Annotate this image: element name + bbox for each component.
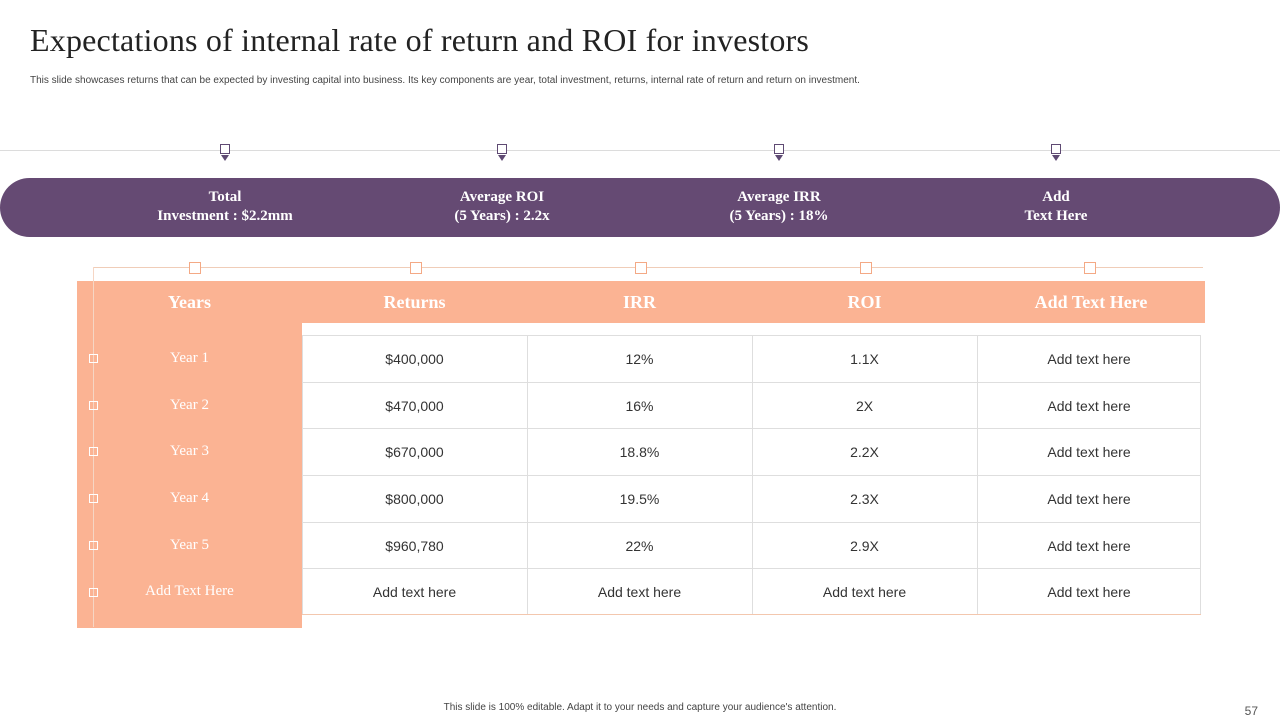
cell-irr: 19.5% <box>527 476 752 522</box>
cell-add-text: Add text here <box>977 569 1201 615</box>
marker-pin-icon <box>1051 144 1061 160</box>
header-roi: ROI <box>752 281 977 323</box>
connector-square-icon <box>189 262 201 274</box>
summary-average-irr: Average IRR (5 Years) : 18% <box>664 188 894 226</box>
slide-subtitle: This slide showcases returns that can be… <box>30 75 860 86</box>
year-label: Year 4 <box>77 475 302 522</box>
slide-title: Expectations of internal rate of return … <box>30 22 809 59</box>
cell-irr: 18.8% <box>527 429 752 475</box>
connector-square-icon <box>410 262 422 274</box>
summary-total-investment: Total Investment : $2.2mm <box>110 188 340 226</box>
slide-footer: This slide is 100% editable. Adapt it to… <box>0 702 1280 713</box>
header-years: Years <box>77 281 302 323</box>
cell-returns: $960,780 <box>302 523 527 569</box>
header-add-text: Add Text Here <box>977 281 1205 323</box>
cell-returns: $470,000 <box>302 383 527 429</box>
summary-average-roi: Average ROI (5 Years) : 2.2x <box>387 188 617 226</box>
cell-returns: $800,000 <box>302 476 527 522</box>
cell-returns: $670,000 <box>302 429 527 475</box>
header-irr: IRR <box>527 281 752 323</box>
header-returns: Returns <box>302 281 527 323</box>
year-label: Year 1 <box>77 335 302 382</box>
cell-add-text: Add text here <box>977 383 1201 429</box>
summary-band: Total Investment : $2.2mm Average ROI (5 Y… <box>0 178 1280 237</box>
cell-irr: Add text here <box>527 569 752 615</box>
cell-returns: $400,000 <box>302 336 527 382</box>
page-number: 57 <box>1245 704 1258 718</box>
marker-pin-icon <box>774 144 784 160</box>
cell-roi: 2.3X <box>752 476 977 522</box>
marker-pin-icon <box>220 144 230 160</box>
connector-square-icon <box>635 262 647 274</box>
cell-roi: 2.2X <box>752 429 977 475</box>
cell-irr: 12% <box>527 336 752 382</box>
summary-add-text: Add Text Here <box>941 188 1171 226</box>
cell-add-text: Add text here <box>977 336 1201 382</box>
year-label: Year 5 <box>77 522 302 569</box>
cell-roi: 1.1X <box>752 336 977 382</box>
cell-roi: Add text here <box>752 569 977 615</box>
cell-returns: Add text here <box>302 569 527 615</box>
year-label: Add Text Here <box>77 568 302 615</box>
cell-irr: 16% <box>527 383 752 429</box>
cell-add-text: Add text here <box>977 476 1201 522</box>
cell-roi: 2.9X <box>752 523 977 569</box>
cell-roi: 2X <box>752 383 977 429</box>
year-label: Year 2 <box>77 382 302 429</box>
connector-square-icon <box>1084 262 1096 274</box>
cell-irr: 22% <box>527 523 752 569</box>
year-label: Year 3 <box>77 428 302 475</box>
connector-square-icon <box>860 262 872 274</box>
connector-line <box>93 267 1203 268</box>
timeline-line <box>0 150 1280 151</box>
marker-pin-icon <box>497 144 507 160</box>
cell-add-text: Add text here <box>977 429 1201 475</box>
cell-add-text: Add text here <box>977 523 1201 569</box>
